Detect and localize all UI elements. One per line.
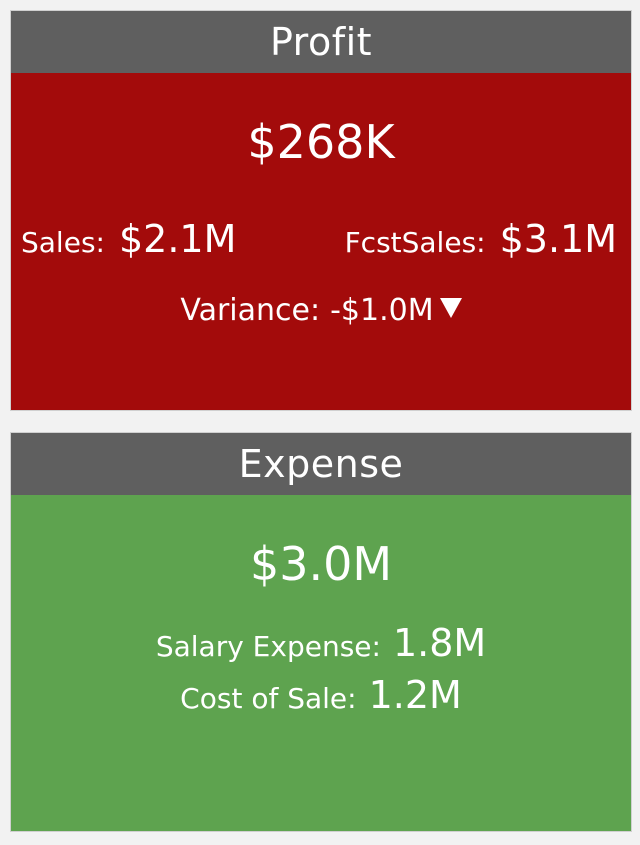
- profit-card-body: $268K Sales: $2.1M FcstSales: $3.1M Vari…: [11, 73, 631, 410]
- expense-value: $3.0M: [11, 541, 631, 587]
- cost-of-sale-value: 1.2M: [369, 673, 462, 717]
- fcst-sales-value: $3.1M: [500, 217, 617, 261]
- variance-row: Variance: -$1.0M: [11, 293, 631, 328]
- fcst-sales-metric: FcstSales: $3.1M: [345, 217, 617, 261]
- salary-expense-row: Salary Expense: 1.8M: [11, 621, 631, 665]
- profit-card: Profit $268K Sales: $2.1M FcstSales: $3.…: [10, 10, 632, 411]
- triangle-down-icon: [440, 298, 462, 318]
- expense-card-body: $3.0M Salary Expense: 1.8M Cost of Sale:…: [11, 495, 631, 831]
- variance-value: -$1.0M: [330, 293, 434, 328]
- sales-label: Sales:: [21, 226, 105, 259]
- sales-value: $2.1M: [119, 217, 236, 261]
- expense-card: Expense $3.0M Salary Expense: 1.8M Cost …: [10, 432, 632, 832]
- variance-label: Variance:: [180, 293, 320, 328]
- sales-metric: Sales: $2.1M: [21, 217, 236, 261]
- salary-expense-value: 1.8M: [393, 621, 486, 665]
- cost-of-sale-row: Cost of Sale: 1.2M: [11, 673, 631, 717]
- fcst-sales-label: FcstSales:: [345, 226, 486, 259]
- profit-sales-row: Sales: $2.1M FcstSales: $3.1M: [11, 217, 631, 261]
- cost-of-sale-label: Cost of Sale:: [180, 682, 356, 715]
- profit-card-title: Profit: [11, 11, 631, 73]
- profit-value: $268K: [11, 119, 631, 165]
- salary-expense-label: Salary Expense:: [156, 630, 381, 663]
- expense-card-title: Expense: [11, 433, 631, 495]
